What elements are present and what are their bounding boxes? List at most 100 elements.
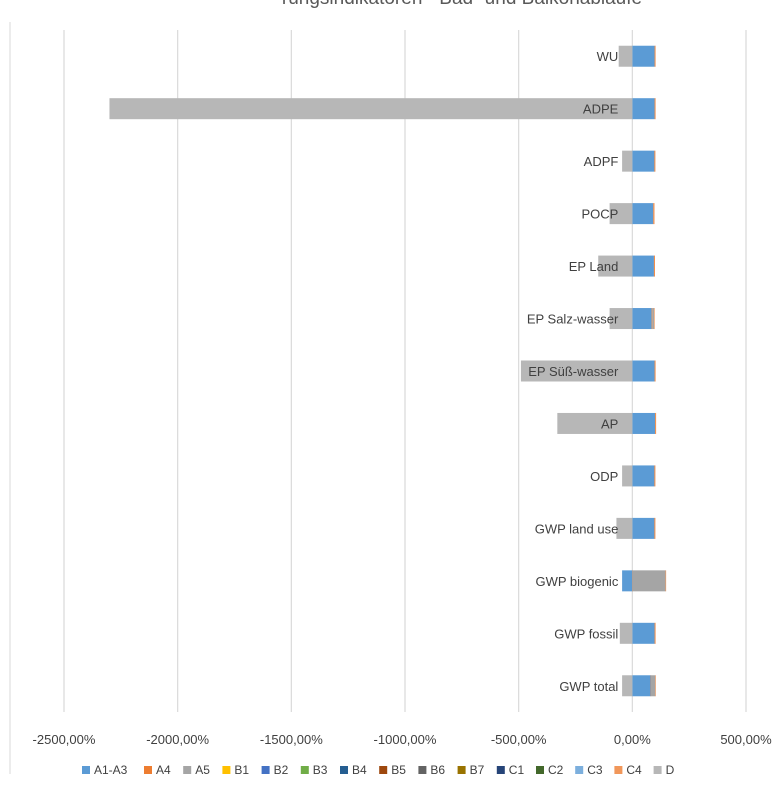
legend-swatch-a4 bbox=[144, 766, 152, 774]
legend-swatch-d bbox=[653, 766, 662, 774]
bar-ap-d bbox=[557, 412, 633, 434]
chart-title: rungsindikatoren - Bad- und Balkonabläuf… bbox=[282, 0, 642, 9]
legend-label-d: D bbox=[666, 763, 675, 777]
legend-swatch-c3 bbox=[575, 766, 584, 774]
category-label-adpe: ADPE bbox=[583, 102, 619, 117]
bar-adpe-a1-a3 bbox=[632, 98, 655, 120]
bar-gwp-total-a5 bbox=[650, 675, 656, 697]
legend-swatch-b1 bbox=[222, 766, 231, 774]
bar-ep-land-c4 bbox=[654, 255, 655, 277]
bar-pocp-a1-a3 bbox=[632, 203, 654, 225]
bar-gwp-land-use-a1-a3 bbox=[632, 517, 655, 539]
bar-ep-land-a1-a3 bbox=[632, 255, 654, 277]
x-tick-label-1: -2000,00% bbox=[146, 732, 209, 747]
category-label-adpf: ADPF bbox=[584, 154, 619, 169]
bar-pocp-d bbox=[609, 203, 633, 225]
gridlines bbox=[63, 30, 747, 712]
legend-swatch-b4 bbox=[340, 766, 348, 774]
legend-label-b7: B7 bbox=[470, 763, 485, 777]
x-tick-label-3: -1000,00% bbox=[374, 732, 437, 747]
bar-ep-s-wasser-a4 bbox=[654, 360, 656, 382]
bar-wu-a4 bbox=[654, 45, 656, 67]
bar-ep-land-d bbox=[598, 255, 633, 277]
bar-pocp-a4 bbox=[653, 203, 654, 225]
bar-wu-d bbox=[618, 45, 633, 67]
legend-swatch-b7 bbox=[457, 766, 466, 774]
bar-adpe-a4 bbox=[654, 98, 656, 120]
bar-wu-a1-a3 bbox=[632, 45, 655, 67]
bar-odp-a1-a3 bbox=[632, 465, 655, 487]
bar-ap-a4 bbox=[655, 412, 656, 434]
category-label-gwp-total: GWP total bbox=[559, 679, 618, 694]
category-label-gwp-land-use: GWP land use bbox=[535, 521, 619, 536]
bar-adpf-d bbox=[622, 150, 633, 172]
bar-ep-salz-wasser-a4 bbox=[651, 308, 653, 330]
x-tick-label-0: -2500,00% bbox=[33, 732, 96, 747]
legend: A1-A3 A4 A5 B1 B2 B3 B4 B5 B6 B7 C1 C2 C3 C4 D bbox=[82, 763, 675, 777]
bar-gwp-fossil-a1-a3 bbox=[632, 622, 655, 644]
bar-gwp-fossil-c4 bbox=[655, 622, 656, 644]
bar-ep-salz-wasser-a1-a3 bbox=[632, 308, 652, 330]
bar-adpe-c4 bbox=[655, 98, 656, 120]
category-label-ep-salz-wasser: EP Salz-wasser bbox=[527, 312, 619, 327]
bar-odp-c4 bbox=[654, 465, 656, 487]
legend-swatch-c4 bbox=[614, 766, 623, 774]
legend-swatch-a1-a3 bbox=[82, 766, 90, 774]
legend-label-a4: A4 bbox=[156, 763, 171, 777]
legend-swatch-b2 bbox=[261, 766, 270, 774]
legend-label-b3: B3 bbox=[313, 763, 328, 777]
bar-ep-salz-wasser-c4 bbox=[654, 308, 655, 330]
category-label-gwp-fossil: GWP fossil bbox=[554, 626, 618, 641]
bar-ap-c4 bbox=[655, 412, 657, 434]
bar-gwp-biogenic-c4 bbox=[665, 570, 667, 592]
x-tick-label-4: -500,00% bbox=[491, 732, 547, 747]
bar-gwp-land-use-a4 bbox=[654, 517, 655, 539]
x-tick-label-2: -1500,00% bbox=[260, 732, 323, 747]
category-label-ep-land: EP Land bbox=[569, 259, 619, 274]
legend-label-c4: C4 bbox=[626, 763, 642, 777]
bar-ep-salz-wasser-d bbox=[609, 308, 633, 330]
bar-gwp-land-use-d bbox=[616, 517, 633, 539]
bar-pocp-c4 bbox=[653, 203, 655, 225]
legend-swatch-b5 bbox=[379, 766, 388, 774]
bar-adpf-c4 bbox=[654, 150, 656, 172]
x-tick-label-6: 500,00% bbox=[720, 732, 772, 747]
legend-label-c2: C2 bbox=[548, 763, 564, 777]
legend-swatch-a5 bbox=[183, 766, 192, 774]
bar-adpf-a4 bbox=[654, 150, 655, 172]
bar-gwp-total-a1-a3 bbox=[632, 675, 651, 697]
x-axis-tick-labels: -2500,00% -2000,00% -1500,00% -1000,00% -500… bbox=[33, 732, 773, 747]
bar-wu-c4 bbox=[655, 45, 656, 67]
bar-gwp-biogenic-a1-a3 bbox=[622, 570, 633, 592]
bar-ap-a1-a3 bbox=[632, 412, 656, 434]
legend-swatch-b6 bbox=[418, 766, 427, 774]
legend-label-b1: B1 bbox=[234, 763, 249, 777]
bar-gwp-fossil-a4 bbox=[654, 622, 656, 644]
category-label-gwp-biogenic: GWP biogenic bbox=[535, 574, 618, 589]
bar-ep-s-wasser-c4 bbox=[655, 360, 656, 382]
bar-gwp-land-use-c4 bbox=[654, 517, 656, 539]
category-label-ep-s-wasser: EP Süß-wasser bbox=[528, 364, 619, 379]
bars bbox=[109, 45, 667, 697]
bar-adpe-d bbox=[109, 98, 633, 120]
bar-odp-a4 bbox=[654, 465, 655, 487]
legend-label-b6: B6 bbox=[430, 763, 445, 777]
legend-label-a1-a3: A1-A3 bbox=[94, 763, 128, 777]
category-label-wu: WU bbox=[597, 49, 619, 64]
bar-odp-d bbox=[622, 465, 633, 487]
legend-label-b2: B2 bbox=[274, 763, 289, 777]
legend-label-c1: C1 bbox=[509, 763, 525, 777]
category-label-pocp: POCP bbox=[581, 207, 618, 222]
bar-ep-s-wasser-a1-a3 bbox=[632, 360, 655, 382]
bar-gwp-fossil-d bbox=[619, 622, 633, 644]
legend-label-a5: A5 bbox=[195, 763, 210, 777]
bar-gwp-total-c4 bbox=[655, 675, 656, 697]
legend-label-c3: C3 bbox=[587, 763, 603, 777]
bar-gwp-total-d bbox=[622, 675, 633, 697]
legend-label-b5: B5 bbox=[391, 763, 406, 777]
bar-ep-s-wasser-d bbox=[520, 360, 633, 382]
category-labels: GWP total GWP fossil GWP biogenic GWP land … bbox=[527, 49, 619, 694]
bar-ep-salz-wasser-a5 bbox=[652, 308, 655, 330]
